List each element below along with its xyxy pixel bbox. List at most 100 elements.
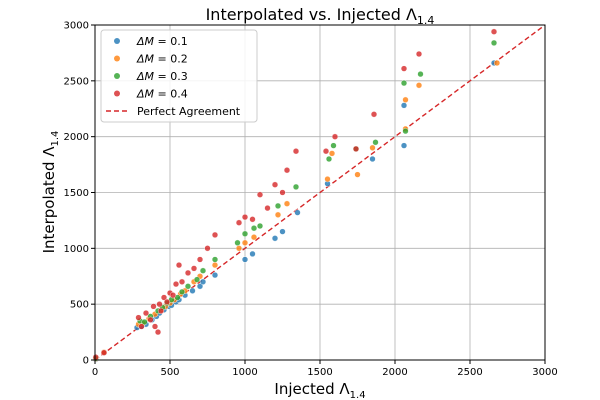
- point-series-4: [283, 167, 291, 174]
- point-series-3: [184, 283, 192, 290]
- point-series-4: [196, 256, 204, 263]
- legend-label-4: ΔM = 0.4: [136, 88, 188, 101]
- point-series-4: [264, 205, 271, 212]
- point-series-4: [160, 294, 168, 301]
- point-series-3: [199, 267, 207, 274]
- point-series-4: [163, 298, 171, 306]
- point-series-1: [400, 142, 408, 149]
- point-series-3: [193, 276, 201, 283]
- legend: ΔM = 0.1 ΔM = 0.2 ΔM = 0.3 ΔM = 0.4 Perfect …: [100, 29, 258, 123]
- point-series-4: [331, 133, 339, 140]
- legend-marker-2: [114, 55, 120, 62]
- point-series-1: [271, 235, 279, 242]
- point-series-4: [154, 329, 162, 336]
- point-series-3: [400, 79, 408, 87]
- point-series-1: [249, 250, 256, 258]
- point-series-4: [157, 307, 165, 315]
- x-tick-label: 0: [92, 367, 98, 378]
- point-series-2: [328, 150, 336, 157]
- point-series-2: [241, 239, 249, 246]
- point-series-4: [279, 189, 286, 196]
- legend-marker-3: [114, 73, 120, 79]
- point-series-4: [172, 281, 180, 288]
- point-series-4: [322, 148, 330, 155]
- x-tick-label: 1500: [307, 367, 332, 378]
- x-axis-label: Injected Λ1.4: [274, 380, 365, 400]
- point-series-3: [274, 202, 282, 210]
- point-series-4: [241, 214, 249, 221]
- point-series-1: [211, 272, 219, 279]
- point-series-1: [199, 278, 207, 285]
- point-series-2: [211, 262, 219, 269]
- point-series-4: [292, 148, 300, 155]
- point-series-4: [352, 145, 360, 153]
- point-series-4: [370, 111, 378, 118]
- point-series-3: [256, 222, 264, 230]
- legend-box: [100, 29, 258, 123]
- point-series-2: [369, 144, 376, 151]
- y-tick-label: 1000: [64, 244, 89, 255]
- point-series-3: [330, 142, 337, 149]
- chart-title: Interpolated vs. Injected Λ1.4: [206, 5, 435, 27]
- point-series-4: [135, 314, 142, 321]
- point-series-1: [369, 155, 376, 163]
- point-series-2: [283, 200, 291, 207]
- point-series-3: [402, 128, 409, 135]
- point-series-3: [241, 230, 249, 237]
- point-series-4: [92, 354, 99, 361]
- point-series-4: [271, 181, 279, 188]
- point-series-2: [324, 176, 331, 183]
- point-series-4: [204, 245, 211, 252]
- point-series-3: [325, 155, 333, 163]
- point-series-3: [178, 288, 186, 296]
- data-points: [92, 28, 501, 363]
- point-series-1: [279, 228, 286, 235]
- y-tick-label: 2500: [64, 76, 89, 87]
- y-tick-label: 1500: [64, 188, 89, 199]
- x-tick-label: 3000: [532, 367, 557, 378]
- legend-marker-4: [114, 90, 120, 97]
- point-series-4: [178, 278, 186, 285]
- legend-label-reference: Perfect Agreement: [137, 105, 241, 118]
- point-series-3: [417, 70, 424, 78]
- point-series-4: [169, 292, 177, 299]
- x-tick-label: 2000: [382, 367, 407, 378]
- y-tick-label: 500: [70, 300, 89, 311]
- legend-label-1: ΔM = 0.1: [136, 35, 188, 48]
- point-series-4: [415, 50, 423, 58]
- legend-label-2: ΔM = 0.2: [136, 53, 188, 66]
- y-tick-label: 3000: [64, 21, 89, 32]
- legend-label-3: ΔM = 0.3: [136, 70, 188, 83]
- y-tick-label: 2000: [64, 132, 89, 143]
- point-series-3: [490, 39, 498, 47]
- point-series-1: [196, 283, 204, 290]
- point-series-3: [234, 239, 241, 246]
- point-series-4: [400, 65, 408, 72]
- point-series-4: [138, 323, 145, 330]
- point-series-4: [147, 316, 154, 323]
- point-series-2: [493, 59, 501, 67]
- point-series-1: [294, 209, 301, 216]
- point-series-1: [241, 256, 249, 263]
- point-series-4: [151, 323, 159, 330]
- point-series-4: [235, 219, 243, 226]
- point-series-2: [354, 171, 361, 178]
- point-series-4: [175, 262, 183, 269]
- point-series-4: [249, 216, 256, 223]
- perfect-agreement-line: [94, 24, 546, 361]
- y-axis-label: Interpolated Λ1.4: [40, 131, 61, 254]
- point-series-3: [292, 183, 300, 191]
- point-series-4: [100, 349, 108, 356]
- point-series-3: [372, 139, 379, 146]
- point-series-1: [189, 287, 196, 294]
- legend-marker-1: [114, 38, 120, 44]
- x-tick-label: 500: [160, 367, 179, 378]
- point-series-4: [490, 28, 498, 35]
- point-series-2: [402, 96, 409, 103]
- point-series-4: [156, 301, 163, 308]
- x-tick-label: 1000: [232, 367, 257, 378]
- point-series-4: [184, 269, 192, 277]
- point-series-4: [211, 231, 219, 239]
